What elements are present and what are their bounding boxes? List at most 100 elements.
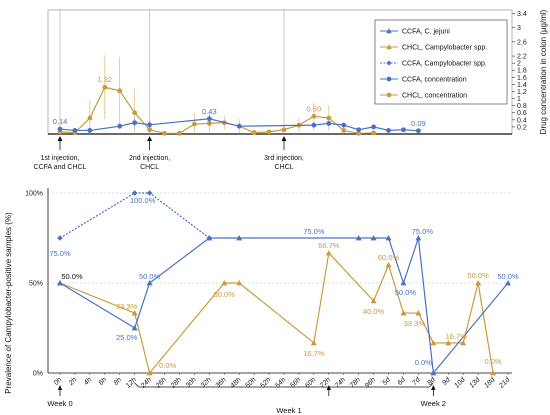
x-tick-label-1: 2h <box>67 376 78 387</box>
x-tick-label-3: 6h <box>98 376 109 387</box>
x-tick-label-17: 60h <box>304 376 317 389</box>
bottom-data-label-12: 60.0% <box>378 253 400 262</box>
chcl-campylobacter-point-1 <box>131 310 138 316</box>
legend-marker-0 <box>386 28 392 34</box>
chcl-campylobacter-point-13 <box>460 339 467 346</box>
x-tick-label-28: 13d <box>468 376 482 390</box>
ccfa-cjejuni-point-11 <box>505 280 511 286</box>
x-tick-label-16: 56h <box>289 376 302 389</box>
bottom-data-label-19: 0.0% <box>485 357 502 366</box>
ccfa-concentration-point-2 <box>87 128 93 133</box>
top-y-tick-label-10: 2.2 <box>517 54 527 61</box>
top-y-axis-label: Drug concentration in colon (μg/ml) <box>539 9 548 134</box>
legend-marker-4 <box>386 92 392 98</box>
injection-label-2-1: 2nd injection, <box>129 155 170 162</box>
week-2-label: Week 2 <box>421 399 446 408</box>
chcl-concentration-line <box>59 86 374 134</box>
ccfa-cjejuni-point-4 <box>236 235 243 241</box>
x-tick-label-5: 12h <box>125 376 138 389</box>
ccfa-concentration-point-9 <box>326 120 332 126</box>
week-arrowhead-2 <box>431 385 436 390</box>
bottom-data-label-15: 33.3% <box>404 319 426 328</box>
ccfa-cjejuni-point-7 <box>385 235 392 241</box>
ccfa-cjejuni-point-5 <box>355 235 362 241</box>
x-tick-label-22: 5d <box>381 376 392 387</box>
ccfa-concentration-line <box>59 118 419 132</box>
ccfa-cjejuni-point-6 <box>370 235 377 241</box>
injection-arrowhead-2 <box>147 136 153 141</box>
legend-label-0: CCFA, C. jejuni <box>402 29 450 36</box>
ccfa-cjejuni-point-0 <box>57 280 63 286</box>
ccfa-cjejuni-point-10 <box>430 370 437 376</box>
top-data-label-0: 0.14 <box>53 117 68 126</box>
bottom-data-label-18: 50.0% <box>467 271 489 280</box>
week-1-bracket <box>134 382 434 388</box>
bottom-data-label-6: 0.0% <box>159 361 176 370</box>
x-tick-label-0: 0h <box>53 376 64 387</box>
ccfa-campylobacter-point-0 <box>57 235 63 241</box>
bottom-data-label-0: 75.0% <box>49 249 71 258</box>
bottom-data-label-2: 50.0% <box>61 272 83 281</box>
top-data-label-4: 0.09 <box>411 119 426 128</box>
legend: CCFA, C. jejuni CHCL, Campylobacter spp. C… <box>374 19 508 105</box>
top-data-label-1: 1.32 <box>97 75 112 84</box>
bottom-data-label-9: 16.7% <box>303 349 325 358</box>
ccfa-concentration-point-7 <box>236 123 242 129</box>
bottom-data-label-1: 100.0% <box>130 196 156 205</box>
chcl-concentration-point-5 <box>132 110 138 116</box>
x-tick-label-9: 30h <box>185 376 198 389</box>
top-y-tick-label-5: 1.2 <box>517 89 527 96</box>
injection-label-3-2: CHCL <box>274 164 293 171</box>
injection-arrowhead-3 <box>281 136 287 141</box>
x-tick-label-11: 36h <box>214 376 227 389</box>
x-tick-label-15: 54h <box>274 376 287 389</box>
x-tick-label-10: 32h <box>200 376 213 389</box>
top-y-tick-label-13: 3.4 <box>517 11 527 18</box>
chcl-campylobacter-point-7 <box>370 298 377 304</box>
ccfa-concentration-point-6 <box>206 116 212 122</box>
legend-label-2: CCFA, Campylobacter spp. <box>402 61 487 68</box>
ccfa-concentration-point-0 <box>57 126 63 132</box>
top-y-tick-label-12: 3 <box>517 25 521 32</box>
top-data-label-3: 0.50 <box>307 104 322 113</box>
ccfa-concentration-point-13 <box>386 128 391 133</box>
chcl-concentration-point-6 <box>147 127 153 133</box>
chcl-campylobacter-point-8 <box>385 262 392 268</box>
bottom-data-label-14: 75.0% <box>412 227 434 236</box>
concentration-panel: 0.20.40.60.811.21.41.61.822.2 2.6 3 3.4 Drug… <box>34 9 548 171</box>
ccfa-concentration-point-3 <box>117 123 123 129</box>
injection-label-2-2: CHCL <box>140 164 159 171</box>
ccfa-concentration-point-10 <box>341 122 347 128</box>
ccfa-concentration-point-14 <box>401 127 406 133</box>
top-y-tick-label-0: 0.2 <box>517 124 527 131</box>
legend-marker-1 <box>386 44 392 50</box>
chcl-campylobacter-point-15 <box>490 370 497 376</box>
chcl-concentration-point-17 <box>311 113 317 119</box>
bottom-data-label-20: 50.0% <box>497 272 519 281</box>
bottom-y-tick-label-1: 50% <box>29 281 43 288</box>
chcl-concentration-point-13 <box>251 130 257 135</box>
ccfa-cjejuni-line <box>59 237 509 375</box>
week-arrowhead-0 <box>57 385 63 390</box>
prevalence-panel: 0% 50% 100% Prevalence of Campylobacter-pos… <box>4 188 519 415</box>
bottom-data-label-17: 16.7% <box>446 332 468 341</box>
ccfa-campylobacter-point-3 <box>206 235 213 241</box>
x-tick-label-8: 28h <box>169 376 183 390</box>
ccfa-campylobacter-point-1 <box>131 190 138 196</box>
ccfa-concentration-point-15 <box>416 128 421 134</box>
bottom-y-tick-label-0: 0% <box>33 371 43 378</box>
x-tick-label-24: 7d <box>411 376 422 387</box>
legend-label-1: CHCL, Campylobacter spp. <box>402 45 487 52</box>
bottom-data-label-5: 50.0% <box>139 272 161 281</box>
chcl-concentration-point-14 <box>266 129 272 135</box>
x-tick-label-19: 74h <box>334 376 347 389</box>
chcl-concentration-point-15 <box>281 127 287 133</box>
bottom-data-label-3: 33.3% <box>116 302 138 311</box>
x-tick-label-14: 52h <box>259 376 272 389</box>
x-tick-label-20: 78h <box>349 376 362 389</box>
x-tick-label-27: 10d <box>453 376 467 390</box>
bottom-data-label-13: 50.0% <box>395 288 417 297</box>
legend-box <box>374 19 508 105</box>
x-tick-label-18: 72h <box>319 376 332 389</box>
